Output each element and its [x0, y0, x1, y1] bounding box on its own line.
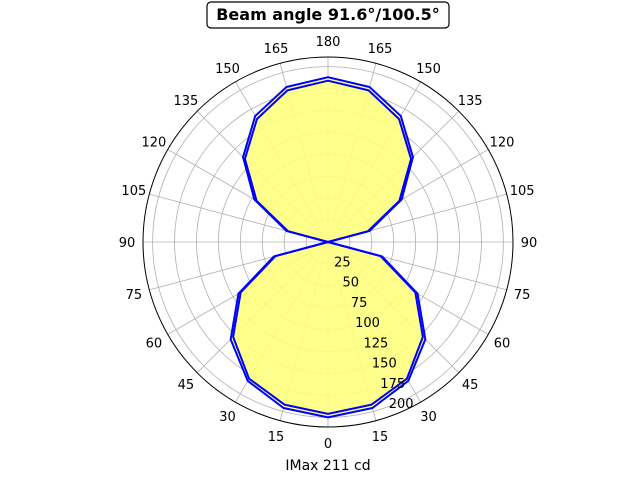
intensity-curves	[229, 76, 427, 419]
radial-tick-label: 200	[389, 397, 414, 412]
radial-tick-label: 75	[351, 296, 368, 311]
angle-tick-label: 105	[510, 184, 535, 199]
angle-tick-label: 90	[521, 236, 538, 251]
angle-tick-label: 150	[215, 62, 240, 77]
angle-tick-label: 75	[514, 288, 531, 303]
angle-tick-label: 30	[219, 410, 236, 425]
radial-tick-label: 25	[334, 255, 351, 270]
title-box	[206, 1, 450, 29]
chart-title: Beam angle 91.6°/100.5°	[216, 5, 440, 24]
angle-tick-label: 105	[121, 184, 146, 199]
radial-tick-label: 150	[372, 357, 397, 372]
x-axis-label: IMax 211 cd	[285, 458, 370, 474]
angle-tick-labels: 0 15 30 45 60 75 90 105 120 135 150 165 180 165 150 135…	[119, 35, 538, 452]
intensity-curve	[229, 76, 427, 419]
angle-tick-label: 120	[142, 136, 167, 151]
angle-tick-label: 135	[173, 94, 198, 109]
radial-tick-label: 100	[355, 316, 380, 331]
angle-tick-label: 30	[420, 410, 437, 425]
angle-tick-label: 120	[490, 136, 515, 151]
radial-tick-label: 125	[364, 336, 389, 351]
angle-tick-label: 180	[316, 35, 341, 50]
angle-tick-label: 15	[268, 430, 285, 445]
intensity-fill	[230, 77, 426, 418]
radial-tick-labels: 25 50 75 100 125 150 175 200	[334, 255, 413, 412]
angle-tick-label: 15	[372, 430, 389, 445]
angle-tick-label: 165	[264, 42, 289, 57]
angle-tick-label: 75	[126, 288, 143, 303]
angle-tick-label: 45	[462, 378, 479, 393]
angle-tick-label: 90	[119, 236, 136, 251]
angle-tick-label: 150	[416, 62, 441, 77]
angle-tick-label: 60	[146, 337, 163, 352]
angle-tick-label: 45	[178, 378, 195, 393]
angle-tick-label: 135	[458, 94, 483, 109]
angle-tick-label: 60	[494, 337, 511, 352]
angle-tick-label: 0	[324, 437, 332, 452]
angle-tick-label: 165	[368, 42, 393, 57]
radial-tick-label: 50	[343, 276, 360, 291]
polar-frame	[142, 56, 514, 428]
radial-tick-label: 175	[380, 377, 405, 392]
